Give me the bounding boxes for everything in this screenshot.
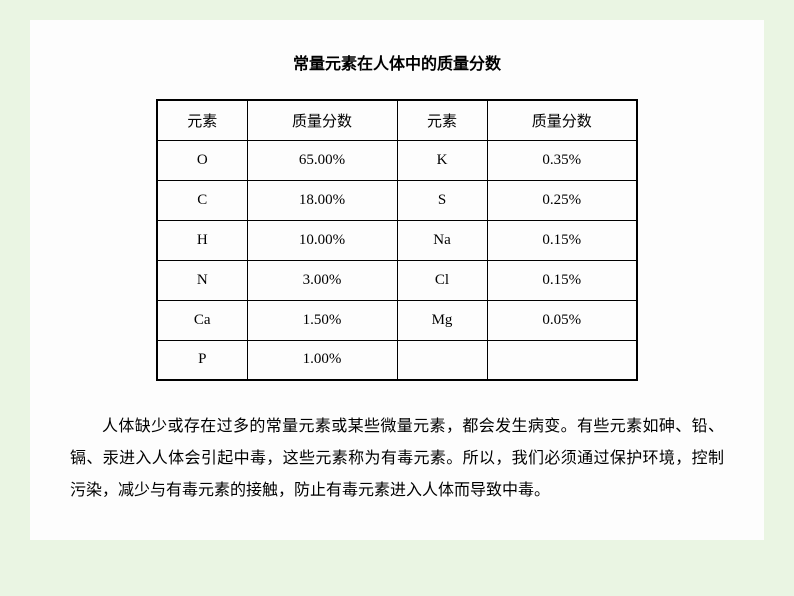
table-row: N 3.00% Cl 0.15% bbox=[157, 260, 637, 300]
header-element-2: 元素 bbox=[397, 100, 487, 140]
cell-element: H bbox=[157, 220, 247, 260]
elements-table: 元素 质量分数 元素 质量分数 O 65.00% K 0.35% C 18.00… bbox=[156, 99, 638, 381]
table-wrapper: 元素 质量分数 元素 质量分数 O 65.00% K 0.35% C 18.00… bbox=[70, 99, 724, 381]
cell-element: K bbox=[397, 140, 487, 180]
cell-element: P bbox=[157, 340, 247, 380]
table-row: C 18.00% S 0.25% bbox=[157, 180, 637, 220]
cell-fraction: 10.00% bbox=[247, 220, 397, 260]
cell-fraction: 0.05% bbox=[487, 300, 637, 340]
cell-fraction: 0.15% bbox=[487, 260, 637, 300]
cell-element: N bbox=[157, 260, 247, 300]
cell-fraction: 18.00% bbox=[247, 180, 397, 220]
header-element-1: 元素 bbox=[157, 100, 247, 140]
table-row: O 65.00% K 0.35% bbox=[157, 140, 637, 180]
page-title: 常量元素在人体中的质量分数 bbox=[70, 50, 724, 74]
cell-element: Na bbox=[397, 220, 487, 260]
table-row: Ca 1.50% Mg 0.05% bbox=[157, 300, 637, 340]
cell-fraction: 0.15% bbox=[487, 220, 637, 260]
cell-element: Cl bbox=[397, 260, 487, 300]
cell-element: C bbox=[157, 180, 247, 220]
cell-fraction: 0.25% bbox=[487, 180, 637, 220]
cell-fraction: 65.00% bbox=[247, 140, 397, 180]
cell-element bbox=[397, 340, 487, 380]
header-fraction-2: 质量分数 bbox=[487, 100, 637, 140]
table-row: P 1.00% bbox=[157, 340, 637, 380]
cell-fraction: 3.00% bbox=[247, 260, 397, 300]
cell-element: S bbox=[397, 180, 487, 220]
header-fraction-1: 质量分数 bbox=[247, 100, 397, 140]
cell-fraction: 1.00% bbox=[247, 340, 397, 380]
table-header-row: 元素 质量分数 元素 质量分数 bbox=[157, 100, 637, 140]
cell-element: Mg bbox=[397, 300, 487, 340]
body-paragraph: 人体缺少或存在过多的常量元素或某些微量元素，都会发生病变。有些元素如砷、铅、镉、… bbox=[70, 411, 724, 507]
cell-element: Ca bbox=[157, 300, 247, 340]
content-area: 常量元素在人体中的质量分数 元素 质量分数 元素 质量分数 O 65.00% K… bbox=[30, 20, 764, 540]
cell-fraction: 0.35% bbox=[487, 140, 637, 180]
cell-fraction bbox=[487, 340, 637, 380]
table-row: H 10.00% Na 0.15% bbox=[157, 220, 637, 260]
cell-fraction: 1.50% bbox=[247, 300, 397, 340]
cell-element: O bbox=[157, 140, 247, 180]
